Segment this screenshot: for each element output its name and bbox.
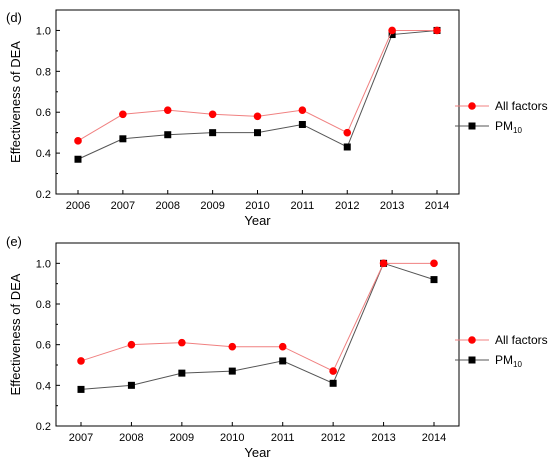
data-point — [127, 340, 136, 349]
y-tick-label: 1.0 — [36, 258, 51, 270]
data-point — [163, 106, 172, 114]
data-point — [127, 381, 135, 389]
y-tick-label: 0.6 — [36, 340, 51, 352]
x-tick-label: 2013 — [380, 200, 404, 212]
data-point — [77, 357, 85, 365]
data-point — [343, 143, 351, 151]
series-line — [77, 29, 437, 142]
x-tick-label: 2009 — [170, 432, 194, 444]
y-tick-label: 0.6 — [36, 107, 51, 119]
data-point — [298, 120, 306, 128]
data-point — [178, 338, 186, 347]
x-tick-label: 2012 — [321, 432, 345, 444]
legend-label: All factors — [495, 99, 548, 113]
legend-label: PM10 — [495, 119, 522, 135]
data-point — [164, 131, 172, 139]
series-all-factors — [77, 259, 438, 375]
legend: All factors PM10 — [455, 333, 548, 369]
data-point — [433, 26, 441, 35]
data-point — [228, 367, 236, 375]
data-point — [208, 110, 217, 119]
data-point — [178, 369, 186, 377]
x-tick-label: 2010 — [245, 200, 269, 212]
series-pm10 — [77, 259, 438, 393]
data-point — [74, 137, 82, 145]
legend-marker — [468, 336, 476, 344]
y-tick-label: 0.4 — [36, 148, 51, 160]
legend-marker — [468, 122, 476, 130]
series-pm10 — [74, 26, 441, 163]
data-point — [298, 106, 307, 114]
data-point — [119, 110, 127, 119]
legend-marker — [468, 356, 476, 364]
data-point — [119, 135, 127, 143]
data-point — [77, 385, 85, 393]
y-tick-label: 0.8 — [36, 299, 51, 311]
data-point — [228, 342, 237, 351]
x-tick-label: 2007 — [69, 432, 93, 444]
series-line — [80, 262, 435, 390]
y-axis-title: Effectiveness of DEA — [8, 273, 23, 395]
data-point — [278, 342, 287, 351]
data-point — [329, 379, 337, 387]
data-point — [379, 259, 388, 268]
y-tick-label: 0.2 — [36, 189, 51, 201]
x-axis-title: Year — [244, 445, 271, 460]
x-tick-label: 2011 — [271, 432, 295, 444]
data-point — [74, 155, 82, 163]
data-point — [388, 26, 396, 35]
data-point — [430, 259, 438, 268]
y-tick-label: 0.2 — [36, 421, 51, 433]
data-point — [209, 129, 217, 137]
series-line — [80, 262, 434, 372]
chart-panel-1: (d) 0.2 0.4 0.6 0.8 1.0 2006 2007 2008 2009 2010 20… — [6, 9, 548, 228]
x-tick-label: 2014 — [425, 200, 449, 212]
legend-label: All factors — [495, 333, 548, 347]
x-tick-label: 2014 — [422, 432, 446, 444]
panel-label: (e) — [6, 234, 22, 249]
y-tick-label: 1.0 — [36, 25, 51, 37]
y-tick-label: 0.4 — [36, 380, 51, 392]
x-tick-label: 2008 — [156, 200, 180, 212]
y-axis-title: Effectiveness of DEA — [8, 41, 23, 163]
legend-marker — [468, 102, 476, 110]
x-tick-label: 2011 — [291, 200, 315, 212]
data-point — [343, 128, 352, 137]
data-point — [254, 129, 261, 137]
data-point — [253, 112, 262, 121]
x-tick-label: 2009 — [200, 200, 224, 212]
y-tick-label: 0.8 — [36, 66, 51, 78]
x-tick-label: 2008 — [119, 432, 143, 444]
x-tick-label: 2007 — [111, 200, 135, 212]
data-point — [430, 276, 438, 284]
plot-frame — [55, 242, 460, 427]
chart-panel-2: (e) 0.2 0.4 0.6 0.8 1.0 2007 2008 2009 2010 2011 20… — [6, 234, 548, 460]
x-tick-label: 2006 — [66, 200, 90, 212]
legend-label: PM10 — [495, 353, 522, 369]
x-tick-label: 2010 — [220, 432, 244, 444]
x-axis-title: Year — [244, 213, 271, 228]
legend: All factors PM10 — [455, 99, 548, 135]
panel-label: (d) — [6, 10, 22, 25]
plot-frame — [55, 9, 460, 195]
x-tick-label: 2013 — [371, 432, 395, 444]
data-point — [388, 31, 396, 39]
data-point — [329, 367, 337, 375]
x-tick-label: 2012 — [335, 200, 359, 212]
series-all-factors — [74, 26, 441, 145]
data-point — [279, 357, 287, 365]
